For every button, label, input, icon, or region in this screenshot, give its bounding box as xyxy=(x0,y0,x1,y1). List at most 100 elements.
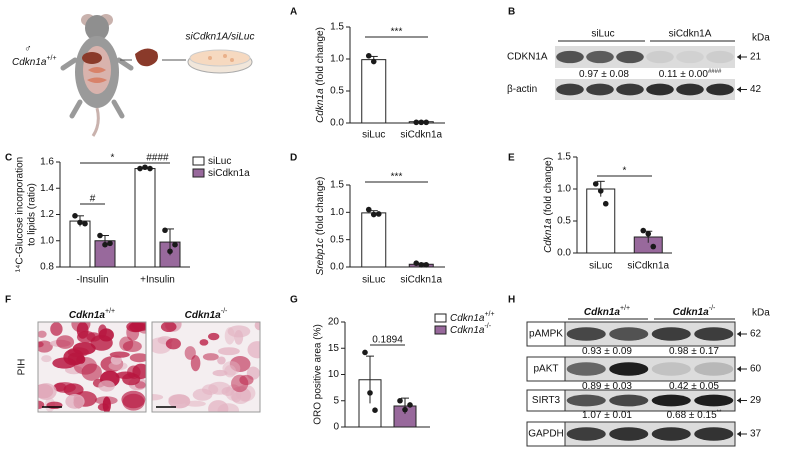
cell-blob xyxy=(212,369,228,377)
quantification-part: 0.97 ± 0.08 xyxy=(579,69,629,80)
data-point xyxy=(602,200,609,207)
y-tick-label: 0.0 xyxy=(330,118,344,129)
cell-blob xyxy=(41,355,52,363)
arrow-head xyxy=(737,366,741,372)
arrow-head xyxy=(737,331,741,337)
group-label-part: +/+ xyxy=(620,305,630,312)
data-point xyxy=(102,241,108,248)
blot-label: pAMPK xyxy=(529,329,563,340)
y-axis-label-part: (fold change) xyxy=(315,177,326,235)
quantification-part: #### xyxy=(708,69,722,75)
significance-label: 0.1894 xyxy=(372,335,403,346)
quantification-part: 0.42 ± 0.05 xyxy=(669,381,719,392)
group-label: Cdkn1a-/- xyxy=(185,308,228,320)
cell-blob xyxy=(38,330,47,338)
data-point xyxy=(162,227,168,234)
blot-band xyxy=(694,394,734,407)
arrow-head xyxy=(737,86,741,93)
data-point xyxy=(418,262,425,268)
significance-label: #### xyxy=(146,153,169,164)
panel-letter: E xyxy=(508,153,515,164)
quantification: 0.11 ± 0.00#### xyxy=(659,69,722,80)
data-point xyxy=(142,164,148,171)
petri-dish-medium xyxy=(189,49,251,67)
cell-blob xyxy=(231,392,242,403)
data-point xyxy=(418,119,425,126)
legend-label: Cdkn1a-/- xyxy=(450,323,492,335)
y-tick-label: 1.6 xyxy=(40,157,54,168)
histology-image xyxy=(152,322,260,412)
row-label-box xyxy=(526,421,566,447)
quantification-part: 0.68 ± 0.15 xyxy=(667,410,717,421)
y-axis-label-part: (fold change) xyxy=(315,27,326,85)
group-label-part: Cdkn1a xyxy=(584,307,621,318)
quantification: 0.97 ± 0.08 xyxy=(579,69,629,80)
genotype-label-part: Cdkn1a xyxy=(12,57,47,68)
panel-letter: F xyxy=(5,295,11,306)
genotype-label-part: +/+ xyxy=(46,55,56,62)
cell-blob xyxy=(231,374,249,393)
y-tick-label: 1.0 xyxy=(40,235,54,246)
blot-band xyxy=(651,327,691,341)
blot-label: CDKN1A xyxy=(507,52,548,63)
blot-band xyxy=(609,362,649,376)
bar xyxy=(361,212,387,268)
cell-blob xyxy=(217,347,240,356)
y-tick-label: 1.4 xyxy=(40,183,54,194)
genotype-label: Cdkn1a+/+ xyxy=(12,55,57,67)
y-tick-label: 1.5 xyxy=(330,180,344,191)
legend-label-part: Cdkn1a xyxy=(450,325,485,336)
cell-blob xyxy=(152,393,164,401)
data-point xyxy=(167,248,173,255)
quantification: 0.42 ± 0.05 xyxy=(669,381,719,392)
cell-blob xyxy=(38,341,44,348)
blot-band xyxy=(651,394,691,407)
data-point xyxy=(107,240,113,247)
y-tick-label: 1.5 xyxy=(330,22,344,33)
panel-letter: A xyxy=(290,7,297,18)
arrow-head xyxy=(737,54,741,60)
blot-band xyxy=(556,50,584,64)
data-point xyxy=(97,232,103,239)
cell-blob xyxy=(239,388,252,402)
cell-blob xyxy=(217,403,240,412)
significance-label: *** xyxy=(391,172,403,183)
kda-value: 60 xyxy=(750,364,762,375)
cell xyxy=(208,56,212,60)
data-point xyxy=(597,188,604,194)
blot-band xyxy=(676,83,704,96)
cell-blob xyxy=(190,355,201,372)
y-tick-label: 1.2 xyxy=(40,209,54,220)
y-tick-label: 0.5 xyxy=(330,86,344,97)
kda-value: 29 xyxy=(750,395,762,406)
quantification: 0.98 ± 0.17 xyxy=(669,346,719,357)
significance-label: # xyxy=(90,194,96,205)
legend-label-part: siCdkn1a xyxy=(208,168,250,179)
cell-blob xyxy=(217,356,226,365)
cell-blob xyxy=(109,351,130,358)
data-point xyxy=(362,349,368,356)
kda-value: 42 xyxy=(750,84,762,95)
limbs xyxy=(60,57,134,119)
blot-band xyxy=(586,83,614,96)
head xyxy=(85,15,109,41)
group-label: Cdkn1a+/+ xyxy=(69,308,115,320)
blot-band xyxy=(566,327,606,341)
legend-swatch xyxy=(434,313,447,323)
group-label: Cdkn1a-/- xyxy=(673,305,716,317)
data-point xyxy=(365,206,372,213)
cell-blob xyxy=(121,390,146,409)
y-axis-label: Srebp1c (fold change) xyxy=(315,177,326,276)
blot-band xyxy=(609,394,649,407)
cell-blob xyxy=(65,394,85,409)
blot-label: SIRT3 xyxy=(532,395,561,406)
x-tick-label: siCdkn1a xyxy=(400,275,442,286)
image-frame xyxy=(151,321,261,413)
liver xyxy=(82,52,102,64)
legend-label: siLuc xyxy=(208,156,231,167)
x-tick-label: +Insulin xyxy=(140,275,175,286)
cell-blob xyxy=(122,340,142,352)
data-point xyxy=(172,241,178,248)
cell-blob xyxy=(50,322,63,336)
data-point xyxy=(370,58,377,65)
